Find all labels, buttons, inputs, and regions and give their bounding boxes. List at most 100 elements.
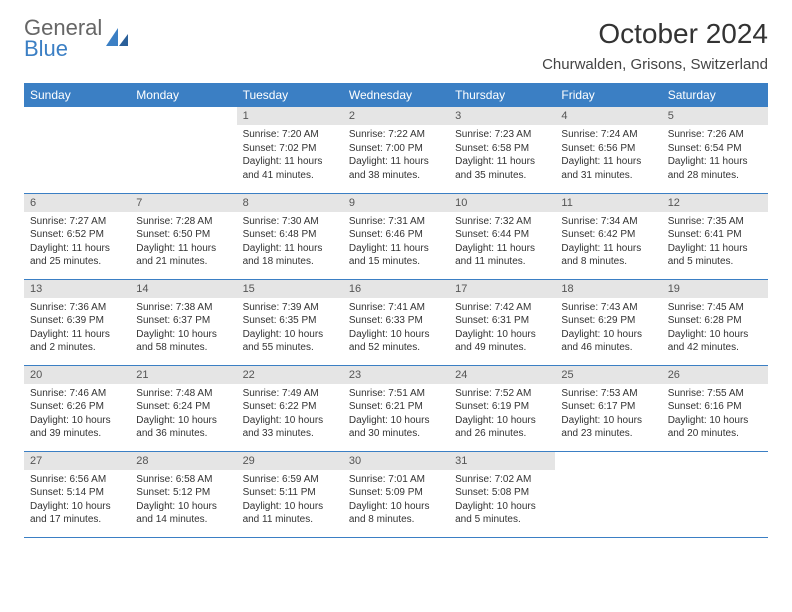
sunrise-text: Sunrise: 7:31 AM — [349, 215, 443, 229]
sunset-text: Sunset: 5:12 PM — [136, 486, 230, 500]
calendar-cell: 23Sunrise: 7:51 AMSunset: 6:21 PMDayligh… — [343, 365, 449, 451]
daylight-text: Daylight: 11 hours and 35 minutes. — [455, 155, 549, 182]
calendar-week: 20Sunrise: 7:46 AMSunset: 6:26 PMDayligh… — [24, 365, 768, 451]
daylight-text: Daylight: 11 hours and 38 minutes. — [349, 155, 443, 182]
daylight-text: Daylight: 11 hours and 25 minutes. — [30, 242, 124, 269]
daylight-text: Daylight: 10 hours and 33 minutes. — [243, 414, 337, 441]
sunset-text: Sunset: 6:46 PM — [349, 228, 443, 242]
daylight-text: Daylight: 10 hours and 8 minutes. — [349, 500, 443, 527]
daylight-text: Daylight: 10 hours and 30 minutes. — [349, 414, 443, 441]
calendar-cell: 12Sunrise: 7:35 AMSunset: 6:41 PMDayligh… — [662, 193, 768, 279]
calendar-cell: 17Sunrise: 7:42 AMSunset: 6:31 PMDayligh… — [449, 279, 555, 365]
sunset-text: Sunset: 6:50 PM — [136, 228, 230, 242]
calendar-cell: 16Sunrise: 7:41 AMSunset: 6:33 PMDayligh… — [343, 279, 449, 365]
day-content: Sunrise: 7:22 AMSunset: 7:00 PMDaylight:… — [343, 125, 449, 186]
day-number: 11 — [555, 194, 661, 212]
calendar-cell: 6Sunrise: 7:27 AMSunset: 6:52 PMDaylight… — [24, 193, 130, 279]
daylight-text: Daylight: 11 hours and 21 minutes. — [136, 242, 230, 269]
day-number: 22 — [237, 366, 343, 384]
day-content: Sunrise: 7:35 AMSunset: 6:41 PMDaylight:… — [662, 212, 768, 273]
sunset-text: Sunset: 6:58 PM — [455, 142, 549, 156]
sunrise-text: Sunrise: 7:23 AM — [455, 128, 549, 142]
day-content: Sunrise: 7:48 AMSunset: 6:24 PMDaylight:… — [130, 384, 236, 445]
daylight-text: Daylight: 11 hours and 5 minutes. — [668, 242, 762, 269]
calendar-body: 1Sunrise: 7:20 AMSunset: 7:02 PMDaylight… — [24, 107, 768, 537]
day-number: 21 — [130, 366, 236, 384]
daylight-text: Daylight: 10 hours and 26 minutes. — [455, 414, 549, 441]
sunrise-text: Sunrise: 7:38 AM — [136, 301, 230, 315]
daylight-text: Daylight: 10 hours and 42 minutes. — [668, 328, 762, 355]
calendar-cell: 22Sunrise: 7:49 AMSunset: 6:22 PMDayligh… — [237, 365, 343, 451]
sunrise-text: Sunrise: 7:41 AM — [349, 301, 443, 315]
sunset-text: Sunset: 6:48 PM — [243, 228, 337, 242]
brand-line2: Blue — [24, 39, 102, 60]
sunset-text: Sunset: 6:28 PM — [668, 314, 762, 328]
calendar-cell: 21Sunrise: 7:48 AMSunset: 6:24 PMDayligh… — [130, 365, 236, 451]
sunset-text: Sunset: 5:08 PM — [455, 486, 549, 500]
day-number: 13 — [24, 280, 130, 298]
sunrise-text: Sunrise: 7:43 AM — [561, 301, 655, 315]
day-number: 30 — [343, 452, 449, 470]
day-number: 16 — [343, 280, 449, 298]
sunrise-text: Sunrise: 7:46 AM — [30, 387, 124, 401]
sunset-text: Sunset: 7:00 PM — [349, 142, 443, 156]
day-content: Sunrise: 7:27 AMSunset: 6:52 PMDaylight:… — [24, 212, 130, 273]
sunrise-text: Sunrise: 7:55 AM — [668, 387, 762, 401]
daylight-text: Daylight: 11 hours and 11 minutes. — [455, 242, 549, 269]
day-content: Sunrise: 7:42 AMSunset: 6:31 PMDaylight:… — [449, 298, 555, 359]
daylight-text: Daylight: 11 hours and 41 minutes. — [243, 155, 337, 182]
daylight-text: Daylight: 10 hours and 39 minutes. — [30, 414, 124, 441]
calendar-cell: 27Sunrise: 6:56 AMSunset: 5:14 PMDayligh… — [24, 451, 130, 537]
col-friday: Friday — [555, 83, 661, 107]
daylight-text: Daylight: 10 hours and 36 minutes. — [136, 414, 230, 441]
calendar-table: Sunday Monday Tuesday Wednesday Thursday… — [24, 83, 768, 538]
day-content: Sunrise: 7:36 AMSunset: 6:39 PMDaylight:… — [24, 298, 130, 359]
daylight-text: Daylight: 10 hours and 20 minutes. — [668, 414, 762, 441]
day-number: 25 — [555, 366, 661, 384]
sunset-text: Sunset: 6:35 PM — [243, 314, 337, 328]
calendar-cell: 29Sunrise: 6:59 AMSunset: 5:11 PMDayligh… — [237, 451, 343, 537]
sunrise-text: Sunrise: 7:34 AM — [561, 215, 655, 229]
sunrise-text: Sunrise: 7:53 AM — [561, 387, 655, 401]
day-number: 1 — [237, 107, 343, 125]
sunset-text: Sunset: 6:29 PM — [561, 314, 655, 328]
calendar-week: 6Sunrise: 7:27 AMSunset: 6:52 PMDaylight… — [24, 193, 768, 279]
sunset-text: Sunset: 6:31 PM — [455, 314, 549, 328]
brand-logo: General Blue — [24, 18, 130, 60]
sunset-text: Sunset: 5:14 PM — [30, 486, 124, 500]
day-number: 17 — [449, 280, 555, 298]
calendar-cell: 11Sunrise: 7:34 AMSunset: 6:42 PMDayligh… — [555, 193, 661, 279]
day-number: 28 — [130, 452, 236, 470]
day-number: 7 — [130, 194, 236, 212]
calendar-cell: 4Sunrise: 7:24 AMSunset: 6:56 PMDaylight… — [555, 107, 661, 193]
day-number: 8 — [237, 194, 343, 212]
sunset-text: Sunset: 6:56 PM — [561, 142, 655, 156]
calendar-cell — [24, 107, 130, 193]
calendar-cell: 5Sunrise: 7:26 AMSunset: 6:54 PMDaylight… — [662, 107, 768, 193]
day-content: Sunrise: 7:34 AMSunset: 6:42 PMDaylight:… — [555, 212, 661, 273]
calendar-header-row: Sunday Monday Tuesday Wednesday Thursday… — [24, 83, 768, 107]
day-content: Sunrise: 7:45 AMSunset: 6:28 PMDaylight:… — [662, 298, 768, 359]
sunset-text: Sunset: 7:02 PM — [243, 142, 337, 156]
sunset-text: Sunset: 5:09 PM — [349, 486, 443, 500]
sunset-text: Sunset: 6:24 PM — [136, 400, 230, 414]
calendar-cell: 26Sunrise: 7:55 AMSunset: 6:16 PMDayligh… — [662, 365, 768, 451]
title-block: October 2024 Churwalden, Grisons, Switze… — [542, 18, 768, 73]
sunset-text: Sunset: 6:41 PM — [668, 228, 762, 242]
daylight-text: Daylight: 10 hours and 17 minutes. — [30, 500, 124, 527]
day-content: Sunrise: 6:56 AMSunset: 5:14 PMDaylight:… — [24, 470, 130, 531]
sail-icon — [104, 26, 130, 52]
day-content: Sunrise: 7:52 AMSunset: 6:19 PMDaylight:… — [449, 384, 555, 445]
calendar-cell: 8Sunrise: 7:30 AMSunset: 6:48 PMDaylight… — [237, 193, 343, 279]
day-content: Sunrise: 7:46 AMSunset: 6:26 PMDaylight:… — [24, 384, 130, 445]
day-number: 9 — [343, 194, 449, 212]
daylight-text: Daylight: 11 hours and 28 minutes. — [668, 155, 762, 182]
sunset-text: Sunset: 6:37 PM — [136, 314, 230, 328]
sunrise-text: Sunrise: 7:36 AM — [30, 301, 124, 315]
calendar-cell: 20Sunrise: 7:46 AMSunset: 6:26 PMDayligh… — [24, 365, 130, 451]
day-content: Sunrise: 7:23 AMSunset: 6:58 PMDaylight:… — [449, 125, 555, 186]
day-content: Sunrise: 7:53 AMSunset: 6:17 PMDaylight:… — [555, 384, 661, 445]
calendar-cell: 1Sunrise: 7:20 AMSunset: 7:02 PMDaylight… — [237, 107, 343, 193]
header: General Blue October 2024 Churwalden, Gr… — [24, 18, 768, 73]
day-content: Sunrise: 7:24 AMSunset: 6:56 PMDaylight:… — [555, 125, 661, 186]
